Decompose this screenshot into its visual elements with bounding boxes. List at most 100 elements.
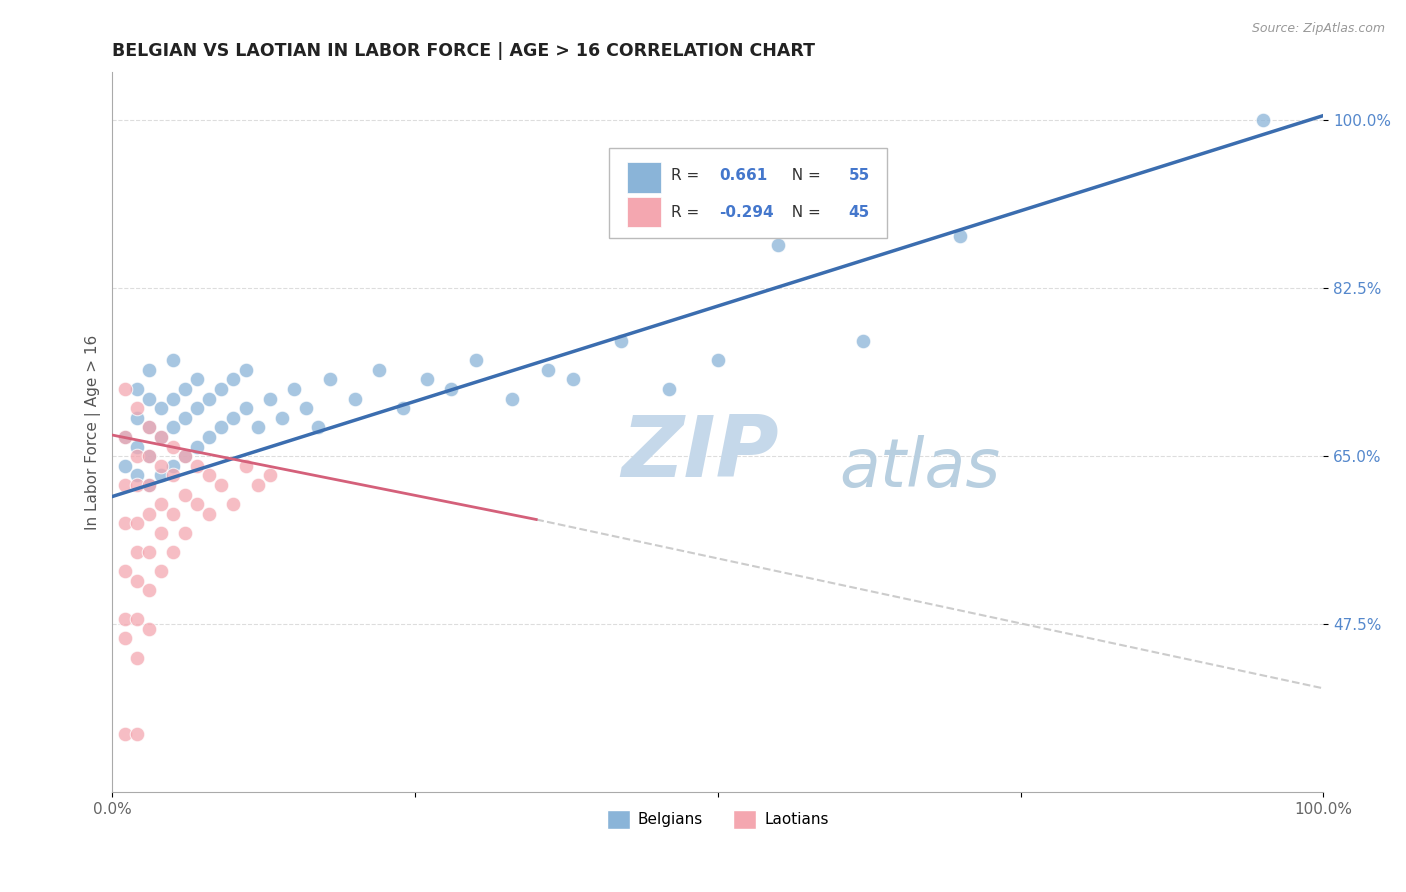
Point xyxy=(162,420,184,434)
Point xyxy=(125,574,148,588)
Point xyxy=(114,458,136,473)
Point xyxy=(149,564,172,578)
Point xyxy=(209,478,232,492)
Point xyxy=(174,410,197,425)
Point xyxy=(209,382,232,396)
Text: 0.661: 0.661 xyxy=(718,168,768,183)
Point xyxy=(162,440,184,454)
Legend: Belgians, Laotians: Belgians, Laotians xyxy=(600,804,835,835)
Point xyxy=(283,382,305,396)
Point xyxy=(610,334,633,348)
FancyBboxPatch shape xyxy=(627,197,661,227)
Point xyxy=(209,420,232,434)
Point xyxy=(222,497,245,511)
Point xyxy=(138,507,160,521)
Point xyxy=(235,363,257,377)
Point xyxy=(416,372,439,386)
Point xyxy=(149,458,172,473)
Point xyxy=(138,583,160,598)
Point xyxy=(162,458,184,473)
Point xyxy=(1251,113,1274,128)
Point xyxy=(186,401,208,416)
Point xyxy=(186,372,208,386)
Point xyxy=(125,449,148,463)
Point xyxy=(392,401,415,416)
Point xyxy=(114,632,136,646)
Point xyxy=(114,516,136,531)
Point xyxy=(149,497,172,511)
Point xyxy=(138,545,160,559)
Point xyxy=(198,468,221,483)
Text: 55: 55 xyxy=(849,168,870,183)
Text: N =: N = xyxy=(782,168,825,183)
Text: 45: 45 xyxy=(849,204,870,219)
Point xyxy=(138,449,160,463)
Point xyxy=(138,622,160,636)
Point xyxy=(162,507,184,521)
Point xyxy=(138,449,160,463)
Point xyxy=(174,525,197,540)
FancyBboxPatch shape xyxy=(627,162,661,193)
Point xyxy=(198,430,221,444)
Point xyxy=(271,410,294,425)
Point xyxy=(949,228,972,243)
Point xyxy=(852,334,875,348)
Text: Source: ZipAtlas.com: Source: ZipAtlas.com xyxy=(1251,22,1385,36)
Point xyxy=(246,478,269,492)
Point xyxy=(440,382,463,396)
Point xyxy=(125,612,148,626)
Point xyxy=(707,353,730,368)
Point xyxy=(198,507,221,521)
Point xyxy=(174,487,197,501)
Point xyxy=(125,468,148,483)
Point xyxy=(307,420,329,434)
Point xyxy=(138,478,160,492)
Point xyxy=(162,392,184,406)
Point xyxy=(149,525,172,540)
Text: atlas: atlas xyxy=(839,435,1000,501)
Point xyxy=(138,478,160,492)
Point xyxy=(186,440,208,454)
Point xyxy=(658,382,681,396)
Point xyxy=(186,497,208,511)
Point xyxy=(114,727,136,741)
Point xyxy=(114,564,136,578)
Point xyxy=(138,420,160,434)
Point xyxy=(464,353,486,368)
Point xyxy=(125,650,148,665)
Point xyxy=(537,363,560,377)
Point xyxy=(501,392,523,406)
Point xyxy=(768,238,790,252)
Point xyxy=(174,449,197,463)
Point xyxy=(343,392,366,406)
Text: R =: R = xyxy=(671,204,704,219)
Point xyxy=(114,612,136,626)
Point xyxy=(259,468,281,483)
Y-axis label: In Labor Force | Age > 16: In Labor Force | Age > 16 xyxy=(86,334,101,530)
Point xyxy=(235,401,257,416)
Point xyxy=(162,545,184,559)
Point xyxy=(125,410,148,425)
Point xyxy=(319,372,342,386)
Point xyxy=(114,430,136,444)
Point xyxy=(149,430,172,444)
Point xyxy=(561,372,583,386)
Point xyxy=(138,420,160,434)
Point xyxy=(114,478,136,492)
Point xyxy=(138,392,160,406)
Point xyxy=(174,382,197,396)
Point xyxy=(198,392,221,406)
Point xyxy=(295,401,318,416)
Point xyxy=(367,363,389,377)
Point xyxy=(114,430,136,444)
Point xyxy=(235,458,257,473)
Point xyxy=(149,401,172,416)
Point xyxy=(149,468,172,483)
Point xyxy=(246,420,269,434)
Point xyxy=(125,516,148,531)
Point xyxy=(114,382,136,396)
Point xyxy=(259,392,281,406)
Point xyxy=(162,468,184,483)
Point xyxy=(149,430,172,444)
Point xyxy=(222,372,245,386)
